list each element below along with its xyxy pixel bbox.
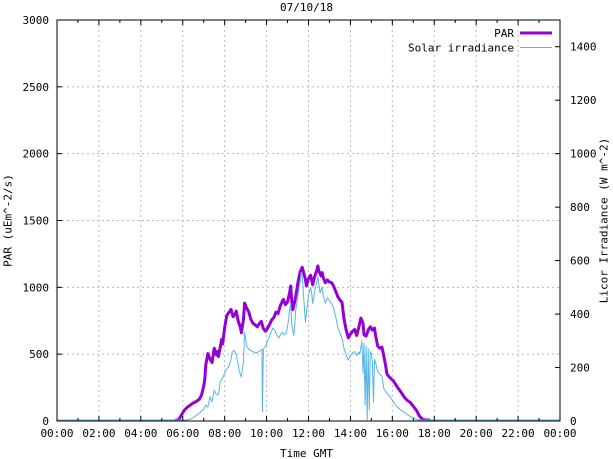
tick-labels: 00:00 02:00 04:00 06:00 08:00 10:00 12:00 14:00… <box>23 14 597 440</box>
series-line-par <box>175 264 431 422</box>
x-tick-label: 08:00 <box>208 427 241 440</box>
x-tick-label: 22:00 <box>502 427 535 440</box>
x-axis-label: Time GMT <box>280 447 333 459</box>
y-right-tick-label: 1200 <box>570 94 597 107</box>
x-tick-label: 12:00 <box>292 427 325 440</box>
y-right-tick-label: 0 <box>570 415 577 428</box>
x-tick-label: 00:00 <box>543 427 576 440</box>
y-left-tick-label: 3000 <box>23 14 50 27</box>
x-tick-label: 06:00 <box>166 427 199 440</box>
legend-label-solar-irradiance: Solar irradiance <box>408 42 514 55</box>
grid-lines <box>57 20 560 421</box>
y-right-tick-label: 1000 <box>570 148 597 161</box>
x-tick-label: 10:00 <box>250 427 283 440</box>
data-series <box>56 264 561 422</box>
y-right-tick-label: 1400 <box>570 41 597 54</box>
y-left-tick-label: 0 <box>42 415 49 428</box>
y-left-tick-label: 2500 <box>23 81 50 94</box>
series-line-solar-irradiance <box>56 271 561 421</box>
y-left-tick-label: 2000 <box>23 148 50 161</box>
legend-label-par: PAR <box>494 27 514 40</box>
y-right-tick-label: 200 <box>570 362 590 375</box>
legend: PAR Solar irradiance <box>408 27 552 55</box>
x-tick-label: 00:00 <box>40 427 73 440</box>
y-right-tick-label: 600 <box>570 255 590 268</box>
x-tick-label: 04:00 <box>124 427 157 440</box>
x-tick-label: 14:00 <box>334 427 367 440</box>
y-right-tick-label: 400 <box>570 308 590 321</box>
x-tick-label: 20:00 <box>460 427 493 440</box>
x-tick-label: 18:00 <box>418 427 451 440</box>
x-tick-label: 16:00 <box>376 427 409 440</box>
chart-title: 07/10/18 <box>280 1 333 14</box>
y-left-tick-label: 1500 <box>23 215 50 228</box>
tick-marks <box>56 19 561 422</box>
y-left-tick-label: 500 <box>29 348 49 361</box>
y-left-tick-label: 1000 <box>23 281 50 294</box>
y-right-tick-label: 800 <box>570 201 590 214</box>
x-tick-label: 02:00 <box>82 427 115 440</box>
